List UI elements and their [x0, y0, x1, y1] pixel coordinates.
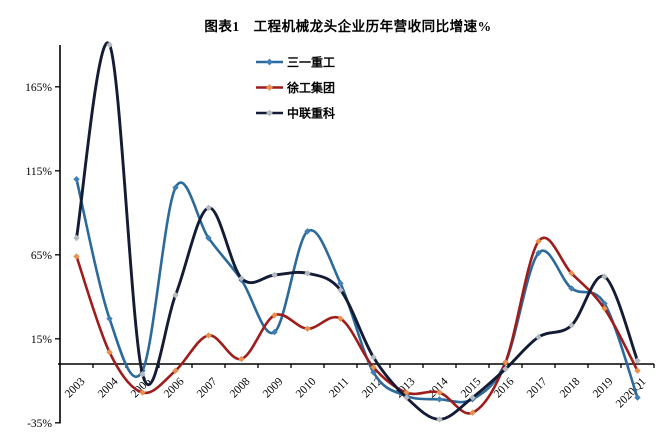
data-point-marker — [601, 273, 608, 280]
data-point-marker — [436, 389, 443, 396]
series-0 — [73, 176, 641, 404]
data-point-marker — [172, 291, 179, 299]
legend-marker — [266, 58, 273, 66]
data-point-marker — [271, 328, 278, 336]
data-point-marker — [370, 364, 377, 371]
series-line — [75, 236, 639, 415]
data-point-marker — [370, 354, 377, 361]
data-point-marker — [73, 253, 80, 260]
data-point-marker — [634, 357, 641, 364]
data-point-marker — [568, 285, 575, 292]
data-point-marker — [403, 394, 410, 401]
series-1 — [73, 236, 641, 416]
x-tick-label: 2019 — [591, 375, 616, 400]
data-point-marker — [205, 234, 212, 242]
data-point-marker — [139, 370, 146, 378]
series-line — [75, 41, 639, 421]
data-point-marker — [601, 305, 608, 312]
legend-item-2: 中联重科 — [256, 106, 335, 121]
y-tick-label: 165% — [25, 82, 52, 94]
x-tick-label: 2017 — [525, 375, 550, 400]
legend-label: 徐工集团 — [286, 80, 335, 95]
data-point-marker — [568, 270, 575, 277]
data-point-marker — [106, 41, 113, 48]
data-point-marker — [502, 365, 509, 373]
x-tick-label: 2003 — [63, 375, 88, 400]
data-point-marker — [469, 409, 476, 416]
y-tick-label: -35% — [27, 418, 52, 430]
data-point-marker — [535, 249, 542, 257]
data-point-marker — [106, 349, 113, 356]
legend-item-1: 徐工集团 — [256, 80, 335, 95]
series-line — [75, 177, 639, 404]
y-tick-label: 15% — [31, 334, 53, 346]
x-tick-label: 2008 — [228, 375, 253, 400]
legend-item-0: 三一重工 — [256, 55, 335, 70]
legend-label: 中联重科 — [287, 106, 335, 121]
x-tick-label: 2010 — [294, 375, 319, 400]
data-point-marker — [502, 359, 509, 366]
x-tick-label: 2007 — [195, 375, 220, 400]
data-point-marker — [634, 367, 641, 374]
data-point-marker — [73, 234, 80, 242]
data-point-marker — [139, 389, 146, 396]
x-tick-label: 2004 — [96, 375, 121, 400]
data-point-marker — [238, 275, 245, 282]
data-point-marker — [304, 270, 311, 277]
legend-marker — [266, 109, 273, 117]
data-point-marker — [271, 271, 278, 279]
data-point-marker — [73, 176, 80, 183]
x-tick-label: 2009 — [261, 375, 286, 400]
data-point-marker — [535, 333, 542, 341]
data-point-marker — [205, 204, 212, 211]
data-point-marker — [304, 325, 311, 332]
series-2 — [73, 41, 641, 423]
data-point-marker — [568, 322, 575, 329]
data-point-marker — [172, 184, 179, 191]
data-point-marker — [205, 332, 212, 339]
chart-series — [73, 41, 641, 423]
legend-label: 三一重工 — [287, 55, 335, 70]
x-tick-label: 2012 — [360, 375, 385, 400]
y-tick-label: 115% — [26, 166, 53, 178]
legend-marker — [266, 84, 273, 91]
data-point-marker — [535, 238, 542, 245]
chart-title: 图表1 工程机械龙头企业历年营收同比增速% — [204, 18, 491, 34]
data-point-marker — [304, 228, 311, 235]
data-point-marker — [436, 396, 443, 403]
data-point-marker — [337, 286, 344, 294]
data-point-marker — [172, 367, 179, 374]
data-point-marker — [271, 312, 278, 319]
data-point-marker — [238, 355, 245, 363]
data-point-marker — [337, 315, 344, 322]
x-tick-label: 2011 — [327, 375, 352, 400]
data-point-marker — [436, 416, 443, 423]
data-point-marker — [337, 280, 344, 287]
data-point-marker — [634, 394, 641, 401]
data-point-marker — [469, 394, 476, 401]
x-tick-label: 2018 — [558, 375, 583, 400]
y-tick-label: 65% — [31, 250, 53, 262]
data-point-marker — [106, 315, 113, 322]
